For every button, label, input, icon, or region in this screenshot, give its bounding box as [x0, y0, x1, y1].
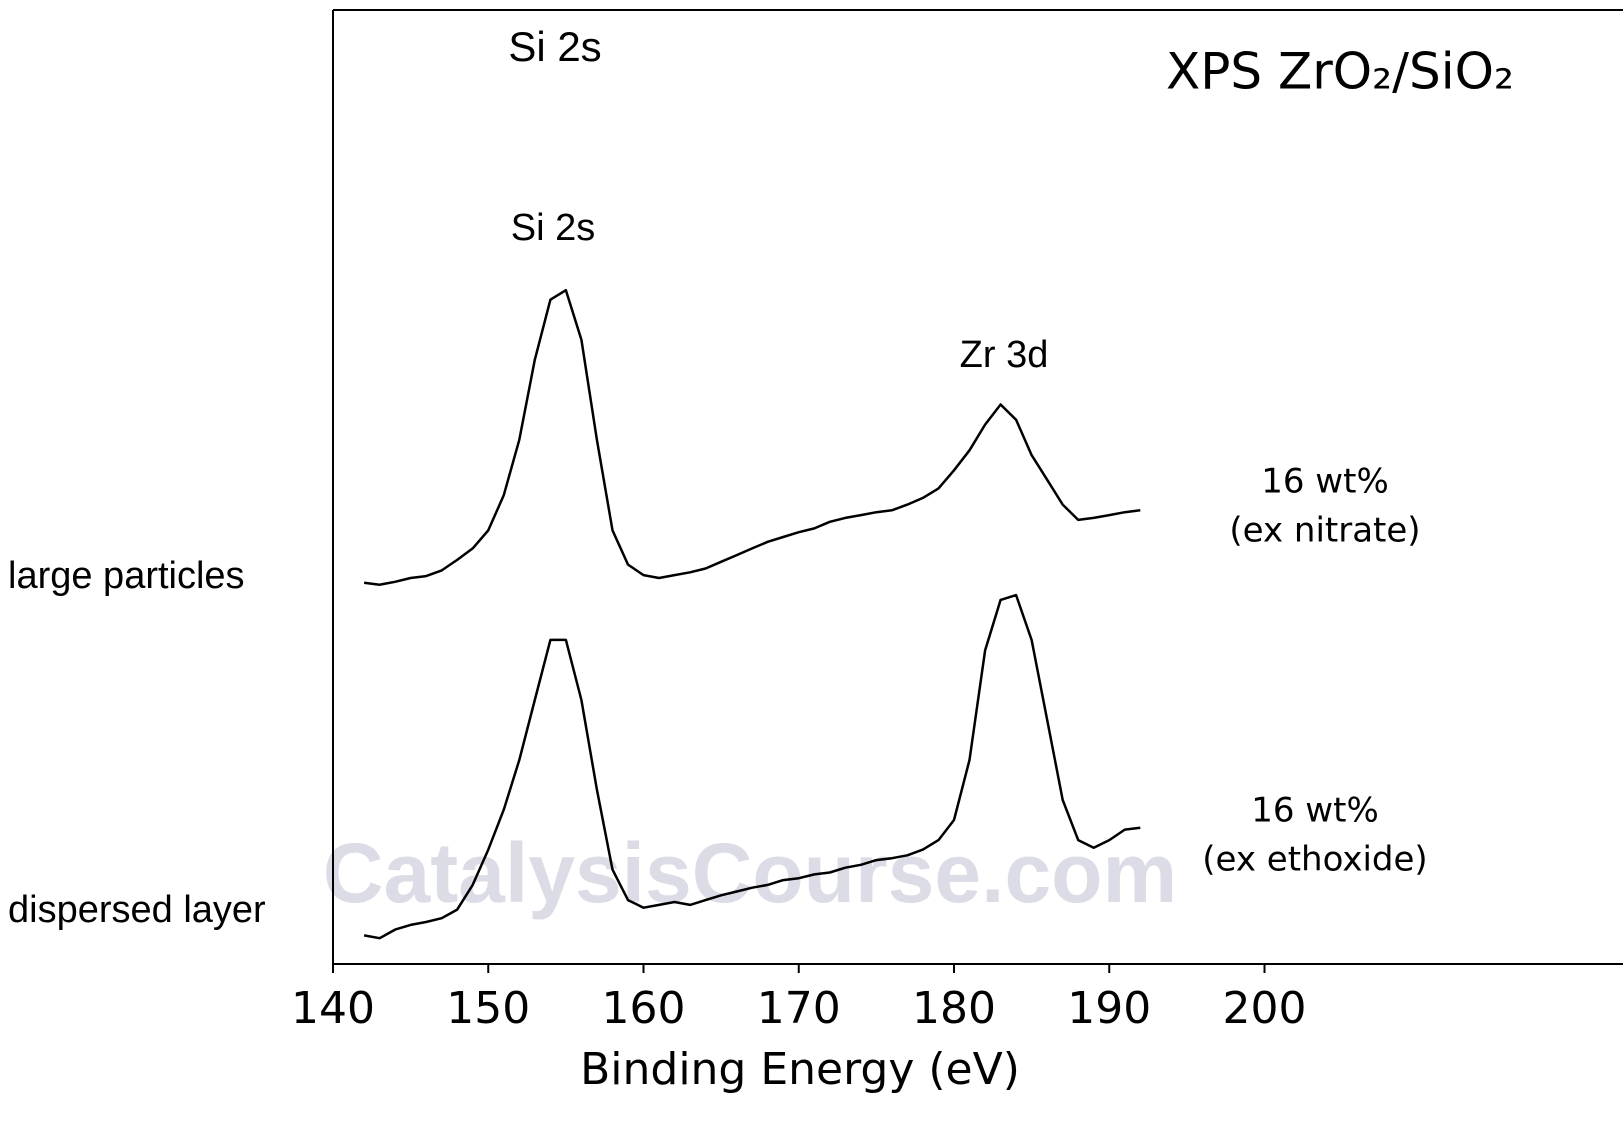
series-label: (ex nitrate)	[1229, 511, 1420, 551]
spectrum-line	[363, 288, 1141, 586]
series-label: 16 wt%	[1251, 791, 1379, 831]
side-label: dispersed layer	[8, 889, 266, 931]
x-tick-label: 150	[446, 983, 530, 1034]
peak-label: Si 2s	[508, 23, 601, 70]
chart-title: XPS ZrO₂/SiO₂	[1166, 43, 1514, 101]
side-label: large particles	[8, 555, 245, 597]
spectrum-line	[363, 593, 1141, 940]
x-tick-label: 170	[757, 983, 841, 1034]
series-label: 16 wt%	[1261, 462, 1389, 502]
x-tick-label: 140	[291, 983, 375, 1034]
x-tick-label: 180	[912, 983, 996, 1034]
x-tick-label: 200	[1223, 983, 1307, 1034]
peak-label: Si 2s	[511, 207, 595, 249]
peak-label: Zr 3d	[960, 334, 1049, 376]
watermark: CatalysisCourse.com	[323, 826, 1177, 920]
x-tick-label: 190	[1067, 983, 1151, 1034]
series-label: (ex ethoxide)	[1202, 840, 1427, 880]
x-tick-label: 160	[602, 983, 686, 1034]
x-axis-label: Binding Energy (eV)	[580, 1044, 1020, 1095]
